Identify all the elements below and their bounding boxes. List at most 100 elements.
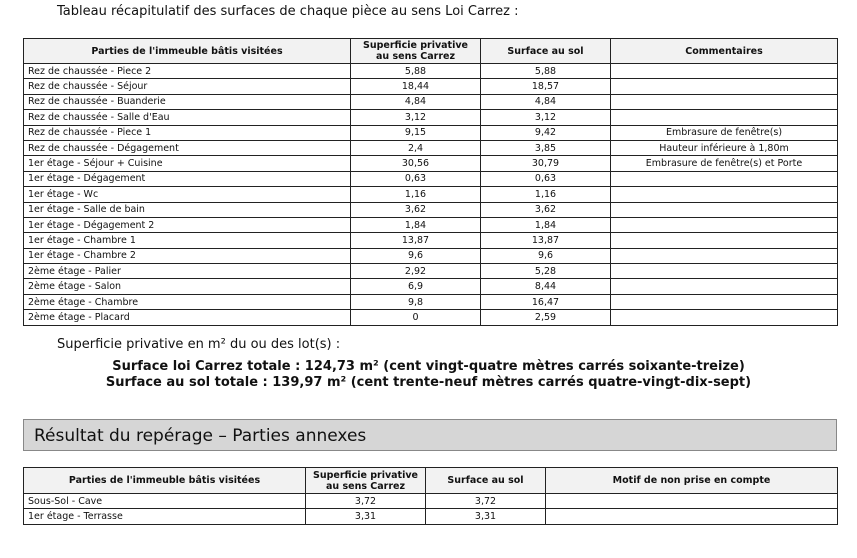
table-cell: Sous-Sol - Cave [23,492,306,510]
table-cell: 9,6 [350,247,481,265]
table-cell: 1er étage - Dégagement 2 [23,216,351,234]
table-cell: 8,44 [480,278,611,295]
table-cell: 5,88 [350,62,481,80]
table-row: 2ème étage - Chambre 9,8 16,47 [23,293,838,311]
table-cell: 1,84 [480,216,611,234]
table-cell: 3,72 [305,492,426,510]
table-cell: 3,85 [480,139,611,157]
column-header: Parties de l'immeuble bâtis visitées [23,38,351,64]
table-cell: 3,72 [425,492,546,510]
table-cell: Rez de chaussée - Piece 1 [23,124,351,141]
table-cell [610,93,838,111]
subtitle: Superficie privative en m² du ou des lot… [57,337,341,352]
column-header: Surface au sol [425,467,546,494]
table-row: Rez de chaussée - Piece 2 5,88 5,88 [23,62,838,80]
table-cell: 6,9 [350,278,481,295]
table-cell: Rez de chaussée - Buanderie [23,93,351,111]
table-cell: Rez de chaussée - Séjour [23,78,351,95]
table-cell: 13,87 [480,232,611,249]
table-cell: Embrasure de fenêtre(s) [610,124,838,141]
column-header: Superficie privative au sens Carrez [350,38,481,64]
table-cell: 5,88 [480,62,611,80]
table-row: 1er étage - Chambre 1 13,87 13,87 [23,232,838,249]
table-cell: 1er étage - Salle de bain [23,201,351,218]
table-cell [545,492,838,510]
table-cell: 1,16 [350,186,481,203]
table-cell [610,278,838,295]
table-row: Rez de chaussée - Piece 1 9,15 9,42 Embrasu… [23,124,838,141]
table-cell: 1,84 [350,216,481,234]
table-row: 2ème étage - Placard 0 2,59 [23,309,838,326]
table-cell: 3,62 [480,201,611,218]
table-cell [610,78,838,95]
table-cell: Hauteur inférieure à 1,80m [610,139,838,157]
carrez-table: Parties de l'immeuble bâtis visitées Supe… [23,38,838,326]
table-row: 1er étage - Dégagement 2 1,84 1,84 [23,216,838,234]
table-cell: 1er étage - Dégagement [23,170,351,188]
table-cell: 3,62 [350,201,481,218]
table-cell: 2ème étage - Chambre [23,293,351,311]
table-cell: 1er étage - Chambre 2 [23,247,351,265]
table-cell: 9,42 [480,124,611,141]
table-cell: 4,84 [480,93,611,111]
column-header: Motif de non prise en compte [545,467,838,494]
table-cell: 1,16 [480,186,611,203]
table-row: 1er étage - Chambre 2 9,6 9,6 [23,247,838,265]
intro-text: Tableau récapitulatif des surfaces de ch… [57,4,519,19]
table-cell: 0,63 [350,170,481,188]
table-cell: Rez de chaussée - Dégagement [23,139,351,157]
table-cell [610,247,838,265]
table-row: 1er étage - Wc 1,16 1,16 [23,186,838,203]
table-row: Rez de chaussée - Buanderie 4,84 4,84 [23,93,838,111]
table-cell [610,170,838,188]
column-header: Parties de l'immeuble bâtis visitées [23,467,306,494]
column-header: Surface au sol [480,38,611,64]
table-row: Rez de chaussée - Séjour 18,44 18,57 [23,78,838,95]
table-cell: Rez de chaussée - Salle d'Eau [23,109,351,126]
table-cell: 9,8 [350,293,481,311]
table-cell: 1er étage - Séjour + Cuisine [23,155,351,172]
table-cell: 5,28 [480,263,611,280]
table-cell: 1er étage - Chambre 1 [23,232,351,249]
table-cell: 1er étage - Wc [23,186,351,203]
table-cell: 16,47 [480,293,611,311]
table-cell [610,293,838,311]
table-cell: 1er étage - Terrasse [23,508,306,525]
table-cell: 30,79 [480,155,611,172]
table-cell [610,62,838,80]
table-row: 1er étage - Séjour + Cuisine 30,56 30,79 Em… [23,155,838,172]
total-sol: Surface au sol totale : 139,97 m² (cent … [105,375,752,390]
table-cell: Embrasure de fenêtre(s) et Porte [610,155,838,172]
table-cell: 2ème étage - Placard [23,309,351,326]
table-cell: 9,6 [480,247,611,265]
table-cell [610,309,838,326]
table-cell: 2ème étage - Palier [23,263,351,280]
section-heading: Résultat du repérage – Parties annexes [23,419,837,451]
table-cell: 3,31 [425,508,546,525]
table-cell: 2ème étage - Salon [23,278,351,295]
table-cell [610,109,838,126]
table-cell: 9,15 [350,124,481,141]
table-row: Rez de chaussée - Salle d'Eau 3,12 3,12 [23,109,838,126]
table-cell: 30,56 [350,155,481,172]
table-cell [610,232,838,249]
table-cell: 18,57 [480,78,611,95]
table-cell: 4,84 [350,93,481,111]
table-cell: 13,87 [350,232,481,249]
table-cell: 3,31 [305,508,426,525]
table-cell: 2,59 [480,309,611,326]
table-row: 1er étage - Terrasse 3,31 3,31 [23,508,838,525]
table-cell [610,186,838,203]
table-row: 2ème étage - Salon 6,9 8,44 [23,278,838,295]
column-header: Superficie privative au sens Carrez [305,467,426,494]
table-row: 1er étage - Salle de bain 3,62 3,62 [23,201,838,218]
table-cell: 18,44 [350,78,481,95]
table-row: Sous-Sol - Cave 3,72 3,72 [23,492,838,510]
table-cell [610,263,838,280]
table-cell: 0 [350,309,481,326]
table-cell [610,201,838,218]
table-row: 1er étage - Dégagement 0,63 0,63 [23,170,838,188]
table-cell: 3,12 [480,109,611,126]
table-row: Rez de chaussée - Dégagement 2,4 3,85 Haute… [23,139,838,157]
column-header: Commentaires [610,38,838,64]
